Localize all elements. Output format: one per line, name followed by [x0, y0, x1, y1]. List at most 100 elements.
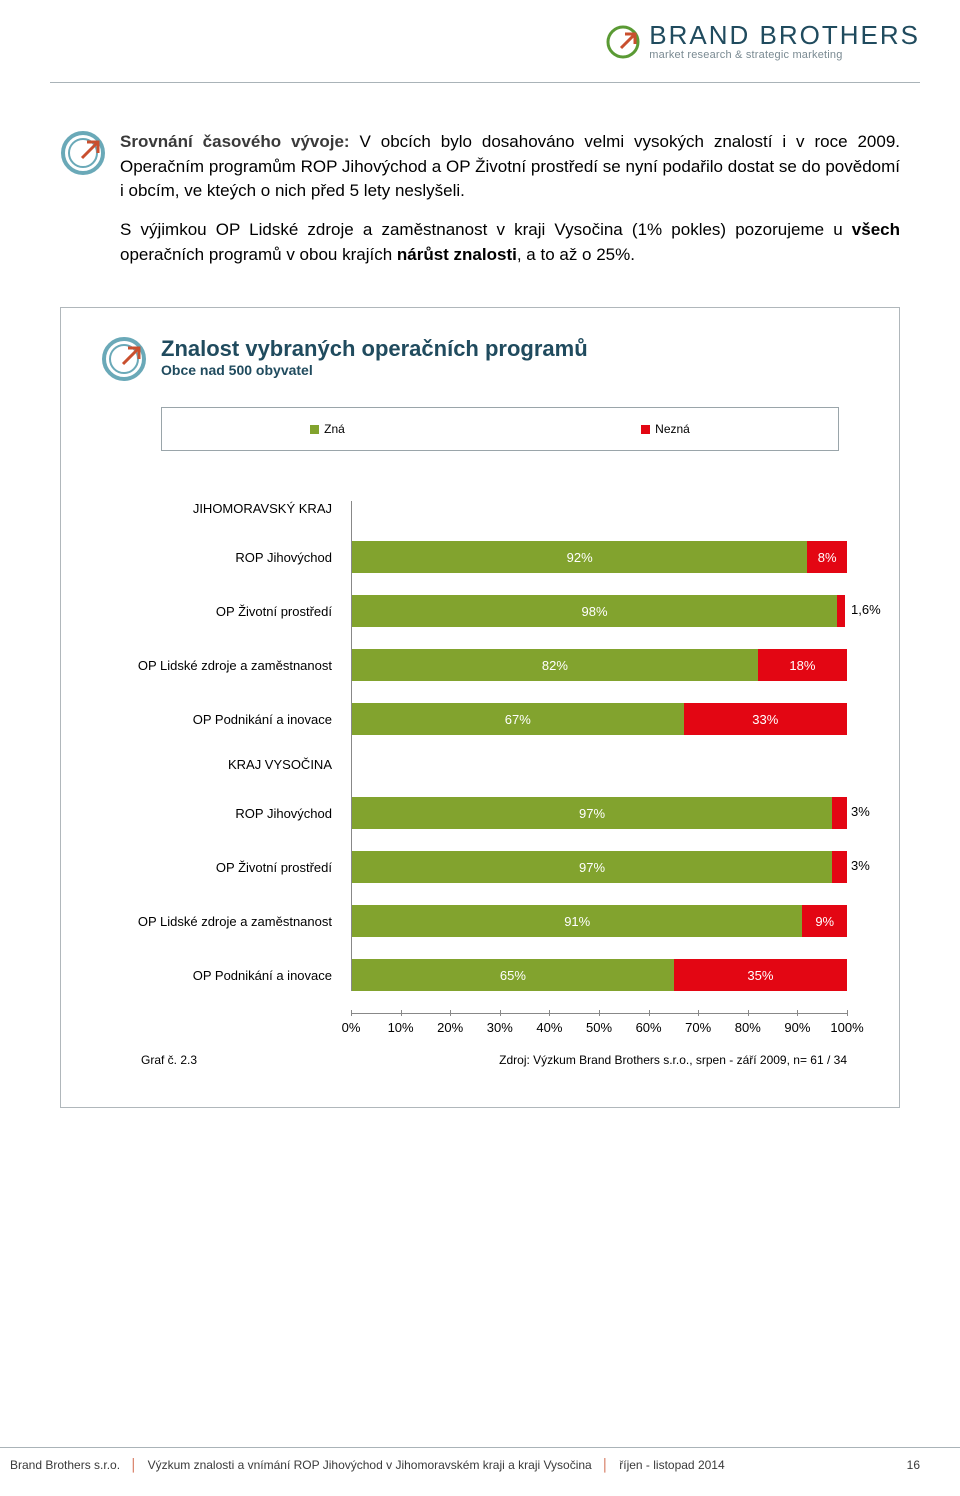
- brand-name: BRAND BROTHERS: [649, 22, 920, 48]
- swatch-zna: [310, 425, 319, 434]
- axis-label: 0%: [342, 1020, 361, 1035]
- x-axis: 0%10%20%30%40%50%60%70%80%90%100%: [351, 1013, 847, 1031]
- axis-label: 80%: [735, 1020, 761, 1035]
- axis-tick: [450, 1010, 451, 1016]
- axis-label: 50%: [586, 1020, 612, 1035]
- brand-icon: [605, 24, 641, 60]
- bar-seg-zna: 91%: [352, 905, 802, 937]
- bar: 92%8%: [352, 541, 847, 573]
- page-footer: Brand Brothers s.r.o. │ Výzkum znalosti …: [0, 1447, 960, 1472]
- footer-sep: │: [602, 1458, 610, 1472]
- bar-seg-nezna: [837, 595, 845, 627]
- bar-seg-zna: 97%: [352, 851, 832, 883]
- axis-label: 70%: [685, 1020, 711, 1035]
- bar: 82%18%: [352, 649, 847, 681]
- lead-label: Srovnání časového vývoje:: [120, 132, 350, 151]
- bar-label: OP Lidské zdroje a zaměstnanost: [102, 658, 342, 673]
- bar-seg-zna: 67%: [352, 703, 684, 735]
- bar-seg-nezna: 9%: [802, 905, 847, 937]
- footer-company: Brand Brothers s.r.o.: [10, 1458, 120, 1472]
- bar-seg-nezna-label: 3%: [851, 858, 870, 873]
- group-name: KRAJ VYSOČINA: [102, 757, 342, 772]
- bullet-icon: [60, 130, 106, 181]
- bar-label: OP Životní prostředí: [102, 604, 342, 619]
- axis-tick: [797, 1010, 798, 1016]
- group-name: JIHOMORAVSKÝ KRAJ: [102, 501, 342, 516]
- axis-label: 20%: [437, 1020, 463, 1035]
- footer-study: Výzkum znalosti a vnímání ROP Jihovýchod…: [148, 1458, 592, 1472]
- bar-seg-nezna-label: 1,6%: [851, 602, 881, 617]
- axis-tick: [847, 1010, 848, 1016]
- group-label: JIHOMORAVSKÝ KRAJ: [352, 501, 847, 521]
- bar-row: ROP Jihovýchod92%8%: [352, 541, 847, 573]
- brand-logo: BRAND BROTHERS market research & strateg…: [605, 22, 920, 61]
- axis-tick: [549, 1010, 550, 1016]
- paragraph-2: S výjimkou OP Lidské zdroje a zaměstnano…: [120, 218, 900, 267]
- bar-row: OP Lidské zdroje a zaměstnanost82%18%: [352, 649, 847, 681]
- page-number: 16: [907, 1458, 920, 1472]
- bar-seg-zna: 92%: [352, 541, 807, 573]
- bar-seg-zna: 82%: [352, 649, 758, 681]
- bar-label: OP Životní prostředí: [102, 860, 342, 875]
- bar: 91%9%: [352, 905, 847, 937]
- bar-seg-nezna: 33%: [684, 703, 847, 735]
- bar-seg-nezna: 8%: [807, 541, 847, 573]
- group-label: KRAJ VYSOČINA: [352, 757, 847, 777]
- bar: 67%33%: [352, 703, 847, 735]
- chart-plot: JIHOMORAVSKÝ KRAJ ROP Jihovýchod92%8% OP Ž…: [351, 501, 847, 991]
- legend-zna: Zná: [310, 422, 345, 436]
- axis-tick: [698, 1010, 699, 1016]
- axis-label: 30%: [487, 1020, 513, 1035]
- graf-number: Graf č. 2.3: [141, 1053, 197, 1067]
- bar: 1,6%98%: [352, 595, 847, 627]
- axis-label: 60%: [636, 1020, 662, 1035]
- bar-label: OP Podnikání a inovace: [102, 712, 342, 727]
- bar-seg-nezna-label: 3%: [851, 804, 870, 819]
- legend: Zná Nezná: [161, 407, 839, 451]
- axis-label: 40%: [536, 1020, 562, 1035]
- bar-row: OP Lidské zdroje a zaměstnanost91%9%: [352, 905, 847, 937]
- footer-sep: │: [130, 1458, 138, 1472]
- bar-seg-zna: 98%: [352, 595, 837, 627]
- chart-footer: Graf č. 2.3 Zdroj: Výzkum Brand Brothers…: [141, 1053, 847, 1067]
- legend-nezna: Nezná: [641, 422, 690, 436]
- body-text: Srovnání časového vývoje: V obcích bylo …: [120, 130, 900, 267]
- bar-row: OP Podnikání a inovace67%33%: [352, 703, 847, 735]
- chart-header: Znalost vybraných operačních programů Ob…: [101, 336, 859, 387]
- bar: 3%97%: [352, 797, 847, 829]
- bar-seg-nezna: [832, 797, 847, 829]
- header-rule: [50, 82, 920, 83]
- bar-row: OP Podnikání a inovace65%35%: [352, 959, 847, 991]
- bar-seg-zna: 97%: [352, 797, 832, 829]
- axis-tick: [748, 1010, 749, 1016]
- chart-icon: [101, 336, 147, 387]
- chart-title: Znalost vybraných operačních programů: [161, 336, 588, 362]
- bar: 3%97%: [352, 851, 847, 883]
- axis-label: 10%: [388, 1020, 414, 1035]
- bar-seg-zna: 65%: [352, 959, 674, 991]
- chart-frame: Znalost vybraných operačních programů Ob…: [60, 307, 900, 1108]
- bar: 65%35%: [352, 959, 847, 991]
- bar-row: ROP Jihovýchod3%97%: [352, 797, 847, 829]
- brand-tagline: market research & strategic marketing: [649, 50, 920, 61]
- swatch-nezna: [641, 425, 650, 434]
- bar-label: OP Podnikání a inovace: [102, 968, 342, 983]
- axis-tick: [401, 1010, 402, 1016]
- bar-label: ROP Jihovýchod: [102, 806, 342, 821]
- axis-label: 90%: [784, 1020, 810, 1035]
- bar-label: ROP Jihovýchod: [102, 550, 342, 565]
- bar-seg-nezna: [832, 851, 847, 883]
- axis-tick: [649, 1010, 650, 1016]
- page-content: Srovnání časového vývoje: V obcích bylo …: [60, 130, 900, 1108]
- bar-seg-nezna: 35%: [674, 959, 847, 991]
- bar-row: OP Životní prostředí1,6%98%: [352, 595, 847, 627]
- axis-tick: [500, 1010, 501, 1016]
- axis-tick: [599, 1010, 600, 1016]
- bar-seg-nezna: 18%: [758, 649, 847, 681]
- chart-subtitle: Obce nad 500 obyvatel: [161, 362, 588, 378]
- footer-date: říjen - listopad 2014: [619, 1458, 724, 1472]
- bar-label: OP Lidské zdroje a zaměstnanost: [102, 914, 342, 929]
- axis-tick: [351, 1010, 352, 1016]
- axis-label: 100%: [830, 1020, 863, 1035]
- chart-source: Zdroj: Výzkum Brand Brothers s.r.o., srp…: [499, 1053, 847, 1067]
